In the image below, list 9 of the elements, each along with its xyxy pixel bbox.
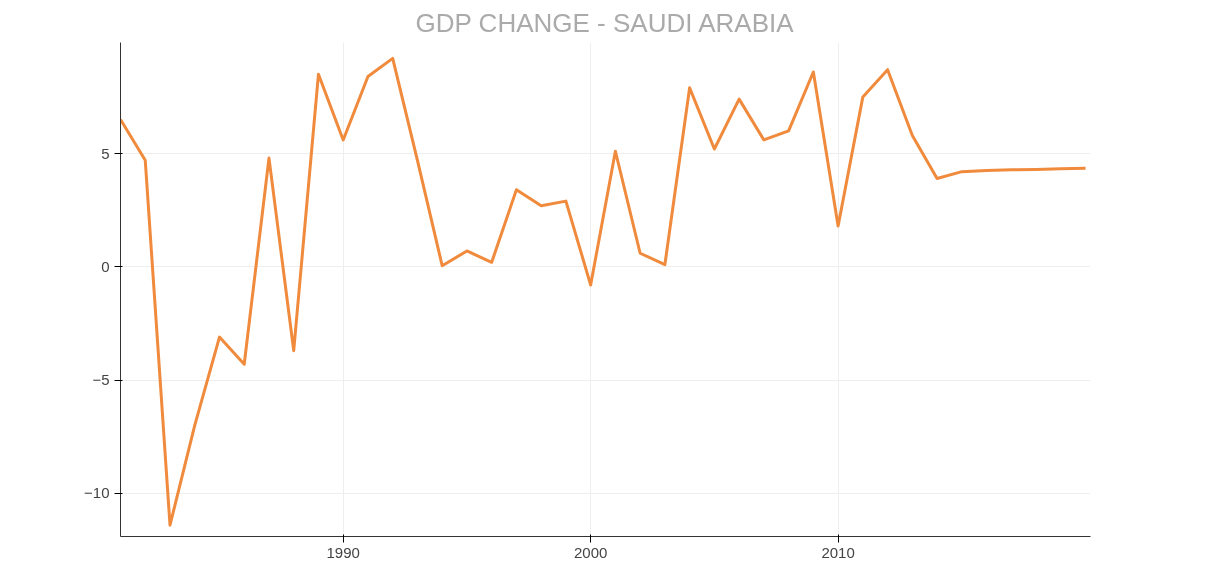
y-tick-label: −10	[84, 484, 110, 502]
chart-title: GDP CHANGE - SAUDI ARABIA	[415, 7, 795, 38]
x-tick-label: 2000	[573, 543, 608, 561]
line-series	[120, 56, 1088, 527]
x-tick-label: 1990	[326, 543, 360, 561]
y-tick-label: −5	[92, 371, 110, 389]
x-tick-label: 2010	[821, 543, 855, 561]
y-tick-label: 0	[101, 257, 110, 275]
y-tick-label: 5	[101, 144, 110, 162]
